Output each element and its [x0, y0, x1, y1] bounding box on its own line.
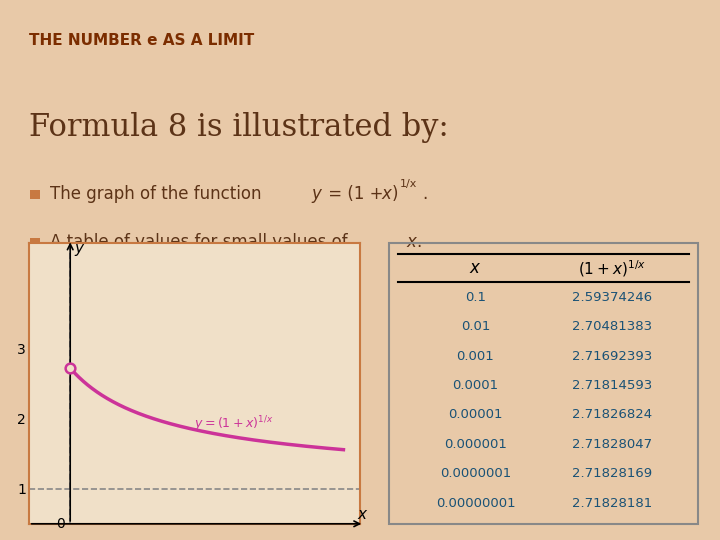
Text: 2.70481383: 2.70481383	[572, 320, 652, 333]
Text: x: x	[382, 185, 392, 203]
Text: ): )	[392, 185, 398, 203]
Text: 0.01: 0.01	[461, 320, 490, 333]
Text: $x$: $x$	[469, 259, 482, 277]
Text: .: .	[423, 185, 428, 203]
Text: 2.71828047: 2.71828047	[572, 438, 652, 451]
Bar	[30, 238, 40, 246]
Text: 1/x: 1/x	[400, 179, 417, 188]
Text: $y = (1 + x)^{1/x}$: $y = (1 + x)^{1/x}$	[194, 414, 274, 434]
Text: x: x	[406, 233, 416, 251]
Text: The graph of the function: The graph of the function	[50, 185, 267, 203]
Text: THE NUMBER e AS A LIMIT: THE NUMBER e AS A LIMIT	[29, 33, 254, 48]
Text: 2.71828181: 2.71828181	[572, 497, 652, 510]
Text: 0.00001: 0.00001	[449, 408, 503, 422]
Text: 0.000001: 0.000001	[444, 438, 507, 451]
Text: 0.00000001: 0.00000001	[436, 497, 516, 510]
Text: Formula 8 is illustrated by:: Formula 8 is illustrated by:	[29, 112, 449, 143]
Text: 2.59374246: 2.59374246	[572, 291, 652, 303]
Text: 2.71692393: 2.71692393	[572, 349, 652, 362]
Text: A table of values for small values of: A table of values for small values of	[50, 233, 354, 251]
Text: 0.0001: 0.0001	[452, 379, 498, 392]
Text: 2.71814593: 2.71814593	[572, 379, 652, 392]
Text: $(1 + x)^{1/x}$: $(1 + x)^{1/x}$	[577, 258, 646, 279]
Text: 0: 0	[56, 517, 65, 531]
Text: 2.71828169: 2.71828169	[572, 468, 652, 481]
Text: .: .	[416, 233, 421, 251]
Text: x: x	[357, 507, 366, 522]
Text: 2.71826824: 2.71826824	[572, 408, 652, 422]
Text: y: y	[74, 241, 83, 256]
Bar	[30, 190, 40, 199]
Text: 0.1: 0.1	[465, 291, 486, 303]
Text: 0.001: 0.001	[456, 349, 495, 362]
Text: y: y	[312, 185, 322, 203]
Text: 0.0000001: 0.0000001	[440, 468, 511, 481]
Text: = (1 +: = (1 +	[323, 185, 388, 203]
